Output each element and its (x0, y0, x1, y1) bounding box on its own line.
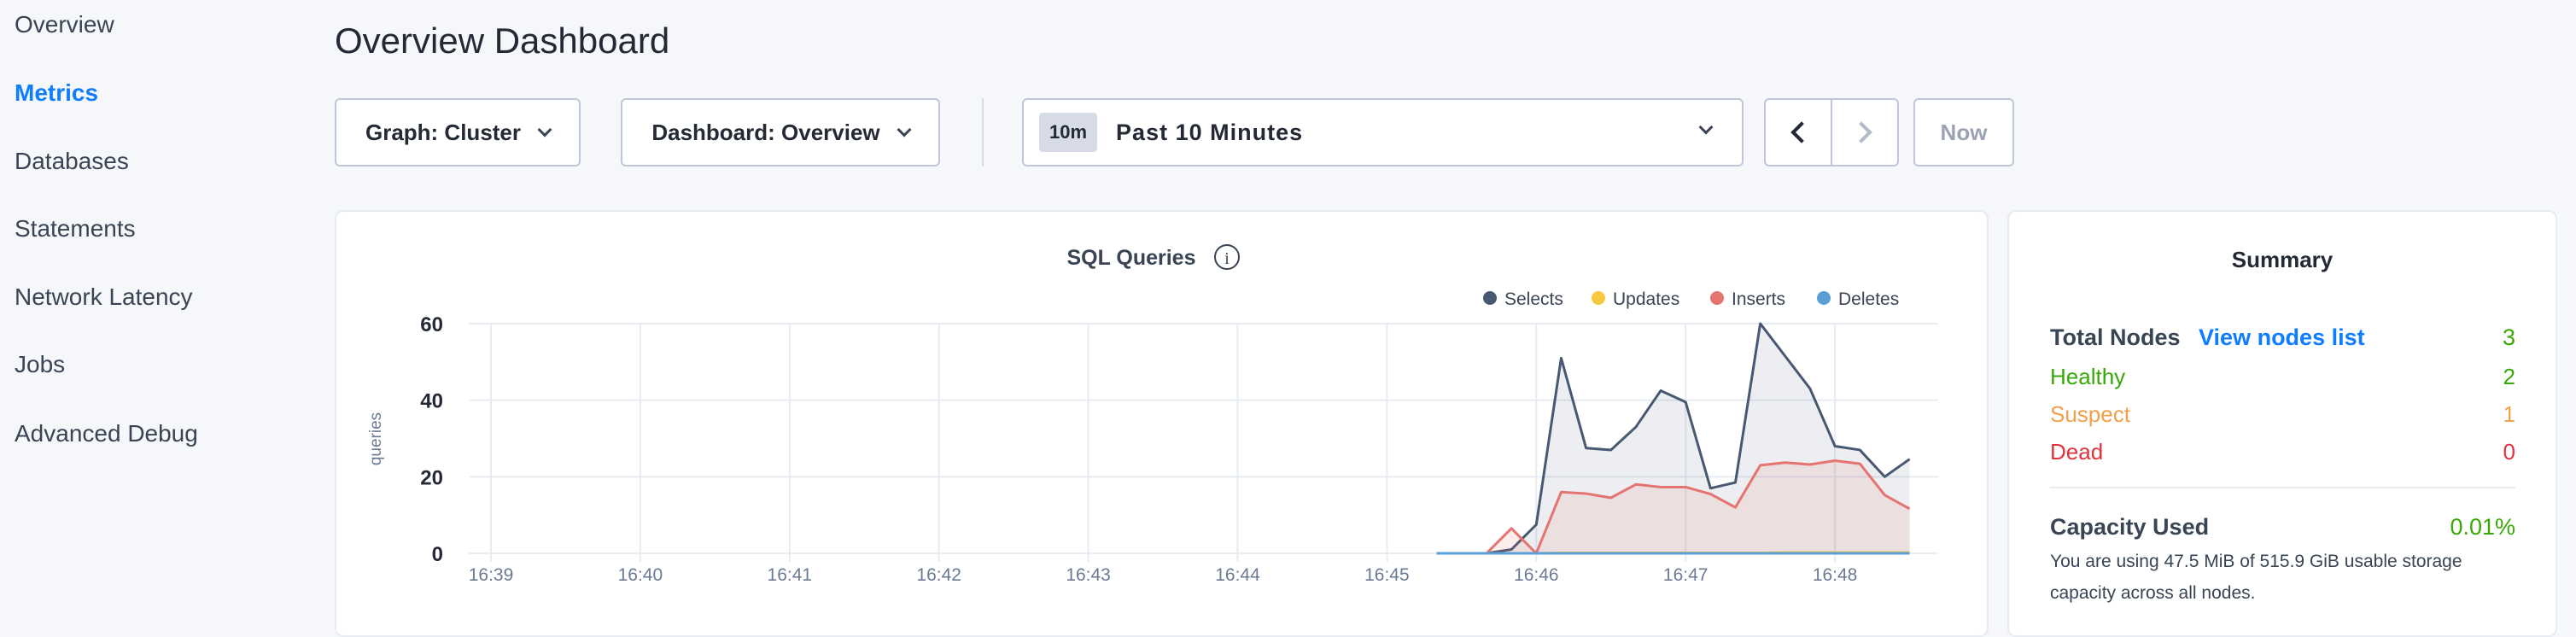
y-tick-label: 20 (420, 466, 443, 489)
toolbar-divider (982, 98, 984, 167)
summary-card (2007, 210, 2557, 637)
capacity-row: Capacity Used 0.01% (2050, 514, 2515, 541)
previous-time-button[interactable] (1764, 98, 1832, 167)
y-axis-label: queries (367, 412, 385, 465)
sidebar-item-overview[interactable]: Overview (15, 11, 114, 38)
sidebar-item-metrics[interactable]: Metrics (15, 79, 99, 106)
time-badge: 10m (1039, 113, 1098, 152)
total-nodes-row: Total Nodes View nodes list 3 (2050, 324, 2515, 351)
y-tick-label: 60 (420, 313, 443, 336)
dead-label: Dead (2050, 439, 2104, 465)
legend-dot-inserts (1710, 291, 1724, 305)
dashboard-dropdown-label: Dashboard: Overview (651, 119, 880, 145)
graph-dropdown[interactable]: Graph: Cluster (335, 98, 581, 167)
capacity-description-2: capacity across all nodes. (2050, 583, 2256, 603)
x-tick-label: 16:42 (916, 565, 961, 585)
time-range-dropdown[interactable]: 10m Past 10 Minutes (1022, 98, 1744, 167)
chart-title: SQL Queries (1067, 246, 1196, 270)
healthy-label: Healthy (2050, 364, 2126, 389)
sidebar-item-databases[interactable]: Databases (15, 148, 129, 174)
capacity-description-1: You are using 47.5 MiB of 515.9 GiB usab… (2050, 552, 2462, 571)
sidebar-item-statements[interactable]: Statements (15, 215, 136, 242)
next-time-button[interactable] (1831, 98, 1899, 167)
info-icon-glyph: i (1224, 249, 1230, 268)
sidebar-item-network-latency[interactable]: Network Latency (15, 283, 193, 310)
suspect-value: 1 (2503, 401, 2515, 427)
suspect-row: Suspect 1 (2050, 401, 2515, 428)
total-nodes-value: 3 (2502, 324, 2515, 350)
x-tick-label: 16:45 (1364, 565, 1410, 585)
series-area-selects (1436, 324, 1910, 553)
healthy-value: 2 (2503, 364, 2515, 389)
y-tick-label: 0 (432, 543, 443, 566)
y-tick-label: 40 (420, 390, 443, 413)
legend-label-updates: Updates (1613, 289, 1679, 309)
legend-dot-deletes (1817, 291, 1831, 305)
x-tick-label: 16:39 (469, 565, 514, 585)
info-icon (1214, 244, 1240, 270)
healthy-row: Healthy 2 (2050, 364, 2515, 390)
sidebar-item-jobs[interactable]: Jobs (15, 351, 66, 377)
x-tick-label: 16:44 (1215, 565, 1260, 585)
legend-label-deletes: Deletes (1838, 289, 1899, 309)
x-tick-label: 16:41 (768, 565, 813, 585)
page-title: Overview Dashboard (335, 20, 670, 61)
total-nodes-label: Total Nodes (2050, 324, 2181, 350)
summary-title: Summary (2231, 247, 2334, 272)
x-tick-label: 16:47 (1663, 565, 1709, 585)
x-tick-label: 16:40 (618, 565, 663, 585)
summary-divider (2050, 487, 2515, 488)
x-tick-label: 16:48 (1813, 565, 1858, 585)
series-line-selects (1436, 322, 1911, 555)
capacity-value: 0.01% (2450, 514, 2515, 540)
dead-value: 0 (2503, 439, 2515, 465)
sidebar-item-advanced-debug[interactable]: Advanced Debug (15, 420, 198, 447)
series-area-inserts (1436, 460, 1910, 553)
legend-dot-updates (1592, 291, 1605, 305)
legend-label-inserts: Inserts (1732, 289, 1785, 309)
legend-label-selects: Selects (1504, 289, 1563, 309)
dead-row: Dead 0 (2050, 439, 2515, 465)
capacity-label: Capacity Used (2050, 514, 2210, 540)
suspect-label: Suspect (2050, 401, 2130, 427)
time-range-label: Past 10 Minutes (1116, 119, 1304, 145)
graph-dropdown-label: Graph: Cluster (365, 119, 522, 145)
legend-dot-selects (1483, 291, 1497, 305)
sql-queries-chart: SQL Queries i 0 20 40 60 16:39 16:40 16:41 16:42 1… (367, 244, 1938, 585)
view-nodes-list-link[interactable]: View nodes list (2199, 324, 2365, 350)
series-line-inserts (1436, 459, 1911, 555)
x-tick-label: 16:46 (1514, 565, 1559, 585)
dashboard-dropdown[interactable]: Dashboard: Overview (621, 98, 940, 167)
now-button[interactable]: Now (1913, 98, 2014, 167)
sql-queries-chart-card (335, 210, 1989, 637)
x-tick-label: 16:43 (1066, 565, 1111, 585)
